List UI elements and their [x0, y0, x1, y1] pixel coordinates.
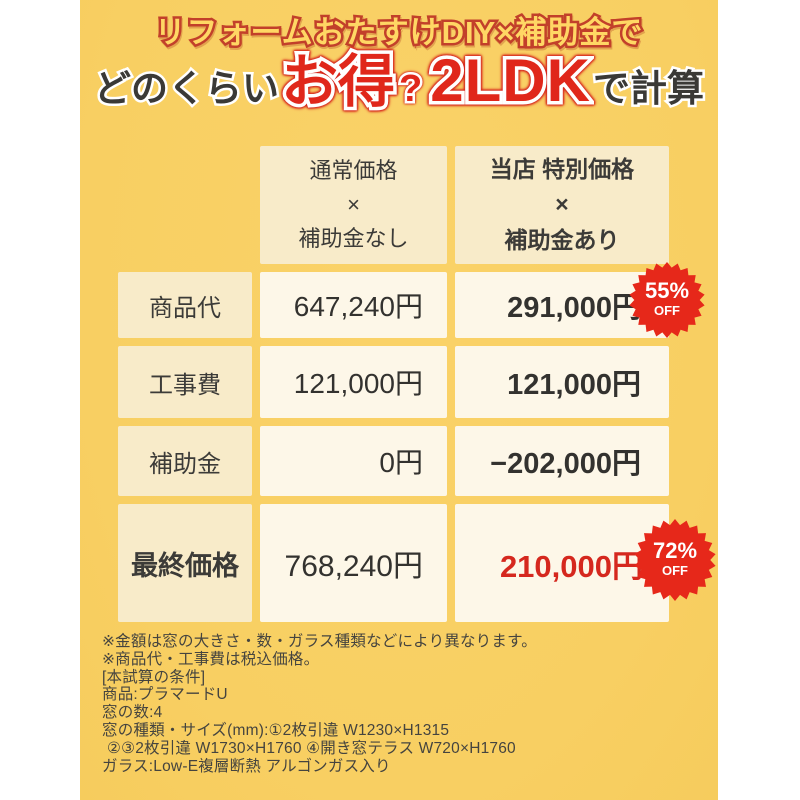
- construction-cost-normal-value: 121,000円: [260, 346, 447, 418]
- price-comparison-table: 通常価格 × 補助金なし 当店 特別価格 × 補助金あり 商品代 647,240…: [118, 146, 669, 622]
- row-label-construction-cost: 工事費: [118, 346, 252, 418]
- poster-headline: リフォームおたすけDIY×補助金で: [152, 13, 645, 53]
- note-line: 窓の種類・サイズ(mm):①2枚引違 W1230×H1315: [102, 721, 450, 739]
- row-label-final-price: 最終価格: [118, 504, 252, 622]
- badge-off-label: OFF: [654, 303, 680, 318]
- note-line: [本試算の条件]: [102, 668, 206, 686]
- normal-header-line3: 補助金なし: [298, 226, 409, 252]
- subheadline-suffix: で計算: [590, 66, 706, 112]
- badge-percent-label: 55%: [644, 278, 690, 303]
- note-line: 窓の数:4: [102, 704, 163, 722]
- discount-badge-72: 72% OFF: [634, 519, 716, 601]
- column-header-special-price: 当店 特別価格 × 補助金あり: [455, 146, 669, 264]
- starburst-seal-icon: [629, 262, 705, 338]
- fine-print-notes: ※金額は窓の大きさ・数・ガラス種類などにより異なります。 ※商品代・工事費は税込…: [102, 633, 702, 775]
- subheadline-otoku: お得: [278, 47, 399, 118]
- normal-header-line1: 通常価格: [309, 157, 398, 183]
- note-line: ②③2枚引違 W1730×H1760 ④開き窓テラス W720×H1760: [107, 739, 516, 757]
- product-cost-normal-value: 647,240円: [260, 272, 447, 338]
- discount-badge-55: 55% OFF: [629, 262, 705, 338]
- promo-poster: リフォームおたすけDIY×補助金で どのくらい お得 ? 2LDK で計算 通常…: [80, 0, 718, 800]
- normal-header-times: ×: [347, 191, 360, 217]
- table-corner-spacer: [118, 146, 252, 264]
- special-header-line3: 補助金あり: [504, 226, 620, 253]
- special-header-line1: 当店 特別価格: [489, 155, 635, 182]
- poster-subheadline: どのくらい お得 ? 2LDK で計算: [80, 44, 718, 118]
- note-line: ※商品代・工事費は税込価格。: [102, 650, 320, 668]
- subsidy-special-value: −202,000円: [455, 426, 669, 496]
- subheadline-prefix: どのくらい: [92, 66, 282, 112]
- note-line: 商品:プラマードU: [102, 686, 228, 704]
- subheadline-question-mark: ?: [397, 66, 425, 113]
- note-line: ※金額は窓の大きさ・数・ガラス種類などにより異なります。: [102, 633, 537, 650]
- final-price-normal-value: 768,240円: [260, 504, 447, 622]
- subsidy-normal-value: 0円: [260, 426, 447, 496]
- note-line: ガラス:Low-E複層断熱 アルゴンガス入り: [102, 757, 391, 775]
- starburst-seal-icon: [634, 519, 716, 601]
- special-header-times: ×: [555, 191, 569, 218]
- row-label-product-cost: 商品代: [118, 272, 252, 338]
- column-header-normal-price: 通常価格 × 補助金なし: [260, 146, 447, 264]
- badge-off-label: OFF: [662, 563, 688, 578]
- row-label-subsidy: 補助金: [118, 426, 252, 496]
- construction-cost-special-value: 121,000円: [455, 346, 669, 418]
- subheadline-2ldk: 2LDK: [427, 44, 594, 118]
- badge-percent-label: 72%: [652, 538, 698, 563]
- final-price-special-value: 210,000円: [455, 504, 669, 622]
